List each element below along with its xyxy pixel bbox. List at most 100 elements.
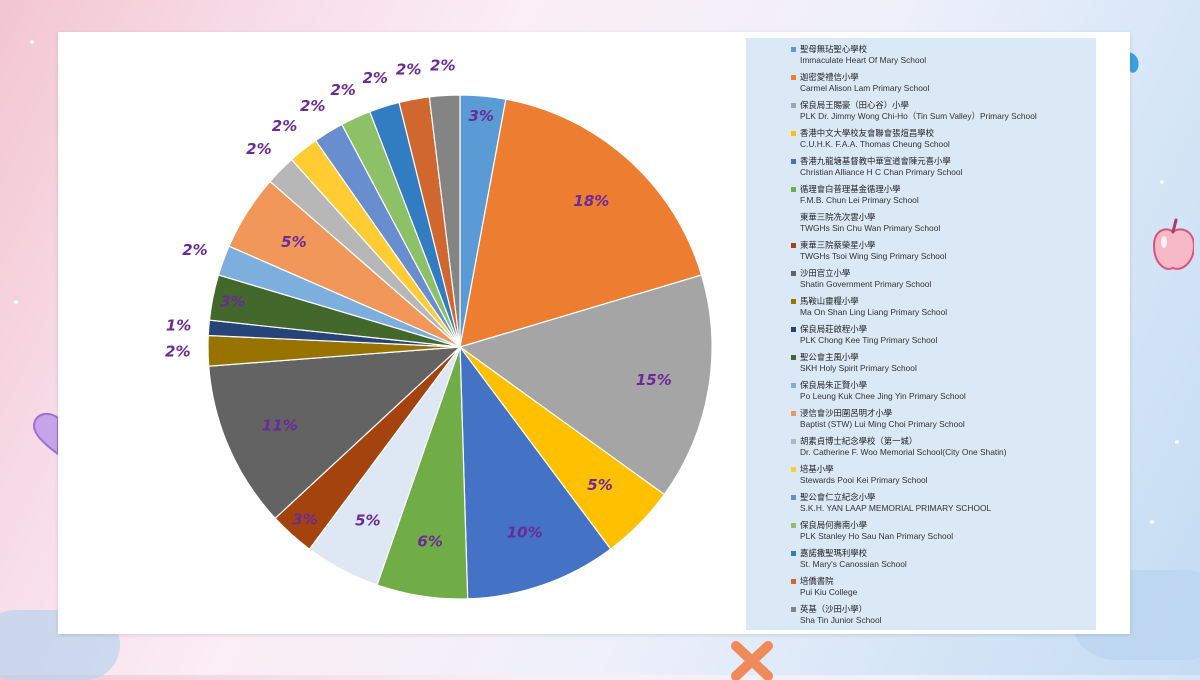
- pie-slice: [428, 94, 461, 348]
- legend-name-en: Pui Kiu College: [800, 587, 858, 597]
- legend-name-en: Stewards Pooi Kei Primary School: [800, 475, 928, 485]
- pie-slice-label: 2%: [330, 81, 355, 99]
- pie-slice: [459, 98, 703, 348]
- legend-name-en: Christian Alliance H C Chan Primary Scho…: [800, 167, 963, 177]
- pie-slice-label: 10%: [507, 524, 543, 542]
- legend-name-en: F.M.B. Chun Lei Primary School: [800, 195, 919, 205]
- pie-slices: [207, 94, 713, 600]
- pie-slice-label: 2%: [430, 56, 455, 74]
- pie-slice-label: 1%: [166, 316, 191, 334]
- legend-item: 聖公會主風小學 SKH Holy Spirit Primary School: [791, 352, 917, 374]
- legend-name-zh: 聖公會仁立紀念小學: [800, 492, 876, 502]
- pie-slice-label: 5%: [281, 233, 306, 251]
- legend-name-zh: 嘉諾撒聖瑪利學校: [800, 548, 867, 558]
- legend-swatch: [791, 383, 796, 388]
- sparkle: [1150, 520, 1154, 524]
- heart-icon: [32, 412, 59, 456]
- pie-labels: 3%18%15%5%10%6%5%3%11%2%1%3%2% 5%2%2%2%2%…: [165, 56, 672, 550]
- legend-swatch: [791, 579, 796, 584]
- legend-swatch: [791, 159, 796, 164]
- legend-name-zh: 保良局王賜豪（田心谷）小學: [800, 100, 909, 110]
- legend-name-zh: 浸信會沙田圍呂明才小學: [800, 408, 893, 418]
- legend-item: 保良局朱正賢小學 Po Leung Kuk Chee Jing Yin Prima…: [791, 380, 966, 402]
- legend-swatch: [791, 439, 796, 444]
- legend-swatch: [791, 299, 796, 304]
- pie-slice-label: 18%: [573, 192, 609, 210]
- pie-slice: [208, 346, 462, 520]
- legend-name-en: Immaculate Heart Of Mary School: [800, 55, 927, 65]
- legend-name-zh: 東華三院冼次雲小學: [800, 212, 876, 222]
- legend-item: 東華三院冼次雲小學 TWGHs Sin Chu Wan Primary Schoo…: [791, 212, 941, 234]
- legend-item: 沙田官立小學 Shatin Government Primary School: [791, 268, 932, 290]
- legend-item: 保良局莊啟程小學 PLK Chong Kee Ting Primary Schoo…: [791, 324, 938, 346]
- legend-swatch: [791, 103, 796, 108]
- legend-swatch: [791, 47, 796, 52]
- legend-item: 迦密愛禮信小學 Carmel Alison Lam Primary School: [791, 72, 930, 94]
- legend-name-zh: 沙田官立小學: [800, 268, 851, 278]
- legend: 聖母無玷聖心學校 Immaculate Heart Of Mary School 迦…: [746, 38, 1096, 630]
- legend-swatch: [791, 411, 796, 416]
- legend-item: 東華三院蔡榮星小學 TWGHs Tsoi Wing Sing Primary Sc…: [791, 240, 947, 262]
- legend-item: 浸信會沙田圍呂明才小學 Baptist (STW) Lui Ming Choi P…: [791, 408, 965, 430]
- pie-slice-label: 2%: [396, 60, 421, 78]
- legend-name-en: Carmel Alison Lam Primary School: [800, 83, 930, 93]
- legend-item: 嘉諾撒聖瑪利學校 St. Mary's Canossian School: [791, 548, 907, 570]
- pie-slice: [459, 345, 612, 600]
- sparkle: [1160, 180, 1164, 184]
- apple-icon: [1152, 218, 1194, 270]
- legend-name-zh: 英基（沙田小學）: [800, 604, 867, 614]
- legend-swatch: [791, 355, 796, 360]
- legend-name-zh: 培基小學: [800, 464, 834, 474]
- legend-name-en: Shatin Government Primary School: [800, 279, 932, 289]
- legend-swatch: [791, 467, 796, 472]
- sparkle: [30, 40, 34, 44]
- legend-swatch: [791, 327, 796, 332]
- legend-item: 培僑書院 Pui Kiu College: [791, 576, 858, 598]
- chart-card: 3% 18% 15% 5% 10% 6% 5% 3% 11% 2% 1% 3% 2% 5% 2% 2% 2% 2%…: [58, 32, 1130, 634]
- pie-slice: [458, 274, 713, 496]
- cross-icon: [731, 641, 773, 680]
- legend-item: 聖母無玷聖心學校 Immaculate Heart Of Mary School: [791, 44, 927, 66]
- legend-swatch: [791, 271, 796, 276]
- pie-slice-label: 6%: [417, 532, 442, 550]
- legend-name-zh: 保良局莊啟程小學: [800, 324, 867, 334]
- legend-name-en: Dr. Catherine F. Woo Memorial School(Cit…: [800, 447, 1007, 457]
- legend-name-en: S.K.H. YAN LAAP MEMORIAL PRIMARY SCHOOL: [800, 503, 992, 513]
- legend-item: 保良局王賜豪（田心谷）小學 PLK Dr. Jimmy Wong Chi-Ho（T…: [791, 100, 1037, 122]
- legend-name-zh: 迦密愛禮信小學: [800, 72, 859, 82]
- legend-name-en: SKH Holy Spirit Primary School: [800, 363, 917, 373]
- pie-slice-label: 11%: [262, 417, 298, 435]
- legend-name-zh: 聖公會主風小學: [800, 352, 859, 362]
- legend-item: 馬鞍山靈糧小學 Ma On Shan Ling Liang Primary Sch…: [791, 296, 947, 318]
- legend-name-en: St. Mary's Canossian School: [800, 559, 907, 569]
- pie-slice-label: 5%: [355, 512, 380, 530]
- legend-swatch: [791, 215, 796, 220]
- legend-swatch: [791, 523, 796, 528]
- legend-name-zh: 培僑書院: [800, 576, 834, 586]
- sparkle: [14, 300, 18, 304]
- legend-name-zh: 香港中文大學校友會聯會張煊昌學校: [800, 128, 934, 138]
- pie-slice-label: 2%: [165, 342, 190, 360]
- legend-item: 香港中文大學校友會聯會張煊昌學校 C.U.H.K. F.A.A. Thomas C…: [791, 128, 950, 150]
- legend-swatch: [791, 75, 796, 80]
- legend-name-en: PLK Stanley Ho Sau Nan Primary School: [800, 531, 954, 541]
- legend-name-en: C.U.H.K. F.A.A. Thomas Cheung School: [800, 139, 950, 149]
- pie-slice-label: 2%: [272, 117, 297, 135]
- legend-name-zh: 循理會白普理基金循理小學: [800, 184, 901, 194]
- pie-slice-label: 3%: [468, 107, 493, 125]
- pie-slice-label: 2%: [300, 97, 325, 115]
- legend-name-en: PLK Dr. Jimmy Wong Chi-Ho（Tin Sum Valley…: [800, 111, 1037, 121]
- legend-name-zh: 保良局朱正賢小學: [800, 380, 867, 390]
- legend-name-en: TWGHs Sin Chu Wan Primary School: [800, 223, 941, 233]
- pie-slice-label: 3%: [220, 292, 245, 310]
- legend-name-en: PLK Chong Kee Ting Primary School: [800, 335, 938, 345]
- legend-swatch: [791, 187, 796, 192]
- legend-swatch: [791, 551, 796, 556]
- legend-name-zh: 胡素貞博士紀念學校（第一城）: [800, 436, 918, 446]
- legend-name-en: Baptist (STW) Lui Ming Choi Primary Scho…: [800, 419, 965, 429]
- legend-name-en: TWGHs Tsoi Wing Sing Primary School: [800, 251, 947, 261]
- legend-name-zh: 聖母無玷聖心學校: [800, 44, 867, 54]
- legend-name-zh: 香港九龍塘基督教中華宣道會陳元喜小學: [800, 156, 951, 166]
- legend-item: 聖公會仁立紀念小學 S.K.H. YAN LAAP MEMORIAL PRIMAR…: [791, 492, 992, 514]
- pie-chart: 3%18%15%5%10%6%5%3%11%2%1%3%2% 5%2%2%2%2%…: [165, 56, 713, 600]
